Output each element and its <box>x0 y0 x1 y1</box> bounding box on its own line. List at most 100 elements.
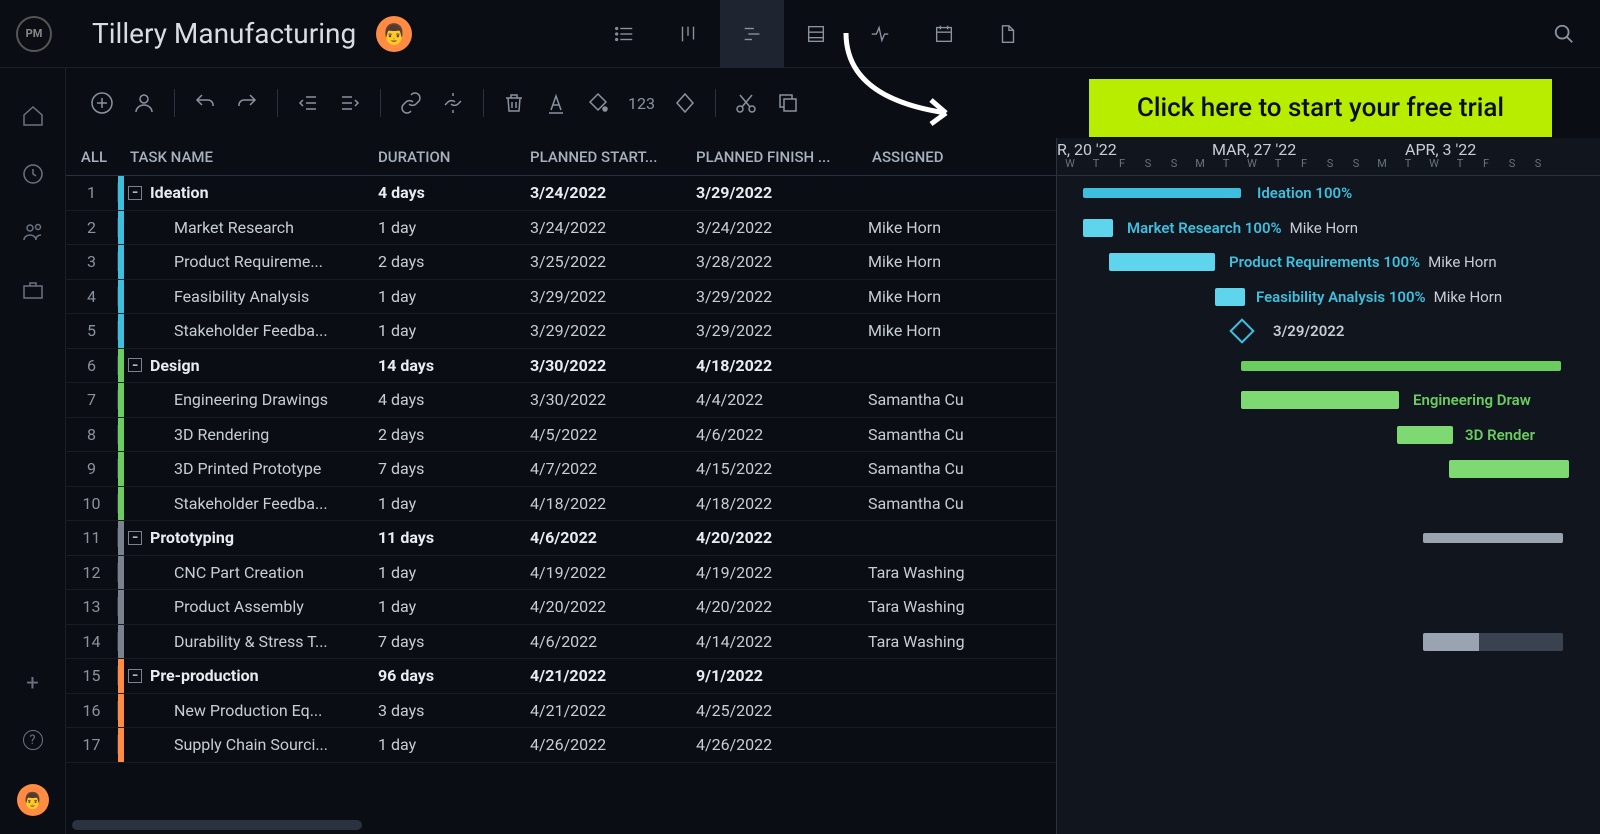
row-finish[interactable]: 4/20/2022 <box>696 597 868 616</box>
home-icon[interactable] <box>21 104 45 128</box>
view-activity[interactable] <box>848 0 912 68</box>
gantt-bar[interactable] <box>1449 460 1569 478</box>
collapse-icon[interactable]: − <box>128 186 142 200</box>
view-gantt[interactable] <box>720 0 784 68</box>
row-duration[interactable]: 1 day <box>378 597 530 616</box>
logo[interactable]: PM <box>16 16 52 52</box>
row-duration[interactable]: 7 days <box>378 632 530 651</box>
col-all[interactable]: ALL <box>66 148 122 166</box>
row-name-cell[interactable]: Durability & Stress T... <box>124 632 378 651</box>
row-start[interactable]: 4/6/2022 <box>530 528 696 547</box>
row-duration[interactable]: 4 days <box>378 390 530 409</box>
unlink-icon[interactable] <box>441 91 465 115</box>
gantt-bar[interactable] <box>1109 253 1215 271</box>
cta-button[interactable]: Click here to start your free trial <box>1089 79 1552 137</box>
task-row[interactable]: 16New Production Eq...3 days4/21/20224/2… <box>66 694 1056 729</box>
row-start[interactable]: 4/6/2022 <box>530 632 696 651</box>
col-start[interactable]: PLANNED START... <box>530 148 696 166</box>
task-row[interactable]: 2Market Research1 day3/24/20223/24/2022M… <box>66 211 1056 246</box>
row-name-cell[interactable]: Engineering Drawings <box>124 390 378 409</box>
row-name-cell[interactable]: −Pre-production <box>124 666 378 685</box>
row-finish[interactable]: 4/19/2022 <box>696 563 868 582</box>
gantt-bar[interactable] <box>1083 188 1241 198</box>
row-finish[interactable]: 3/29/2022 <box>696 183 868 202</box>
row-name-cell[interactable]: Product Assembly <box>124 597 378 616</box>
task-row[interactable]: 13Product Assembly1 day4/20/20224/20/202… <box>66 590 1056 625</box>
row-start[interactable]: 3/30/2022 <box>530 390 696 409</box>
rail-user-avatar[interactable]: 👨 <box>17 784 49 816</box>
delete-icon[interactable] <box>502 91 526 115</box>
row-start[interactable]: 3/24/2022 <box>530 218 696 237</box>
view-sheet[interactable] <box>784 0 848 68</box>
task-row[interactable]: 83D Rendering2 days4/5/20224/6/2022Saman… <box>66 418 1056 453</box>
link-icon[interactable] <box>399 91 423 115</box>
task-row[interactable]: 7Engineering Drawings4 days3/30/20224/4/… <box>66 383 1056 418</box>
row-assigned[interactable]: Mike Horn <box>868 218 1056 237</box>
row-start[interactable]: 3/29/2022 <box>530 321 696 340</box>
row-start[interactable]: 4/5/2022 <box>530 425 696 444</box>
collapse-icon[interactable]: − <box>128 358 142 372</box>
row-finish[interactable]: 4/18/2022 <box>696 356 868 375</box>
row-start[interactable]: 4/18/2022 <box>530 494 696 513</box>
gantt-bar[interactable] <box>1423 533 1563 543</box>
task-row[interactable]: 5Stakeholder Feedba...1 day3/29/20223/29… <box>66 314 1056 349</box>
gantt-bar[interactable] <box>1397 426 1453 444</box>
task-row[interactable]: 17Supply Chain Sourci...1 day4/26/20224/… <box>66 728 1056 763</box>
view-board[interactable] <box>656 0 720 68</box>
collapse-icon[interactable]: − <box>128 531 142 545</box>
gantt-bar[interactable] <box>1215 288 1245 306</box>
text-color-icon[interactable] <box>544 91 568 115</box>
search-button[interactable] <box>1544 14 1584 54</box>
help-button[interactable]: ? <box>23 730 43 750</box>
row-finish[interactable]: 3/29/2022 <box>696 321 868 340</box>
undo-icon[interactable] <box>193 91 217 115</box>
redo-icon[interactable] <box>235 91 259 115</box>
row-finish[interactable]: 4/4/2022 <box>696 390 868 409</box>
row-finish[interactable]: 4/18/2022 <box>696 494 868 513</box>
row-assigned[interactable]: Tara Washing <box>868 632 1056 651</box>
task-row[interactable]: 14Durability & Stress T...7 days4/6/2022… <box>66 625 1056 660</box>
row-start[interactable]: 4/21/2022 <box>530 701 696 720</box>
row-name-cell[interactable]: Supply Chain Sourci... <box>124 735 378 754</box>
row-finish[interactable]: 3/24/2022 <box>696 218 868 237</box>
row-start[interactable]: 3/29/2022 <box>530 287 696 306</box>
col-assigned[interactable]: ASSIGNED <box>868 148 1056 166</box>
copy-icon[interactable] <box>776 91 800 115</box>
row-start[interactable]: 4/21/2022 <box>530 666 696 685</box>
row-start[interactable]: 4/20/2022 <box>530 597 696 616</box>
row-finish[interactable]: 4/20/2022 <box>696 528 868 547</box>
row-duration[interactable]: 2 days <box>378 252 530 271</box>
row-start[interactable]: 4/19/2022 <box>530 563 696 582</box>
cut-icon[interactable] <box>734 91 758 115</box>
view-calendar[interactable] <box>912 0 976 68</box>
gantt-bar[interactable] <box>1241 391 1399 409</box>
col-finish[interactable]: PLANNED FINISH ... <box>696 148 868 166</box>
fill-icon[interactable] <box>586 91 610 115</box>
row-start[interactable]: 3/24/2022 <box>530 183 696 202</box>
row-finish[interactable]: 4/26/2022 <box>696 735 868 754</box>
row-duration[interactable]: 1 day <box>378 563 530 582</box>
row-finish[interactable]: 4/6/2022 <box>696 425 868 444</box>
clock-icon[interactable] <box>21 162 45 186</box>
row-assigned[interactable]: Tara Washing <box>868 563 1056 582</box>
user-avatar[interactable]: 👨 <box>376 16 412 52</box>
row-finish[interactable]: 4/14/2022 <box>696 632 868 651</box>
row-duration[interactable]: 1 day <box>378 735 530 754</box>
people-icon[interactable] <box>21 220 45 244</box>
view-list[interactable] <box>592 0 656 68</box>
row-name-cell[interactable]: Stakeholder Feedba... <box>124 321 378 340</box>
row-name-cell[interactable]: 3D Rendering <box>124 425 378 444</box>
col-duration[interactable]: DURATION <box>378 148 530 166</box>
row-finish[interactable]: 3/29/2022 <box>696 287 868 306</box>
col-name[interactable]: TASK NAME <box>122 148 378 166</box>
row-start[interactable]: 4/7/2022 <box>530 459 696 478</box>
task-row[interactable]: 1−Ideation4 days3/24/20223/29/2022 <box>66 176 1056 211</box>
row-duration[interactable]: 1 day <box>378 218 530 237</box>
row-duration[interactable]: 11 days <box>378 528 530 547</box>
add-button[interactable]: + <box>26 671 38 696</box>
row-name-cell[interactable]: New Production Eq... <box>124 701 378 720</box>
row-name-cell[interactable]: −Prototyping <box>124 528 378 547</box>
gantt-bar[interactable] <box>1083 219 1113 237</box>
row-duration[interactable]: 1 day <box>378 287 530 306</box>
row-assigned[interactable]: Mike Horn <box>868 252 1056 271</box>
